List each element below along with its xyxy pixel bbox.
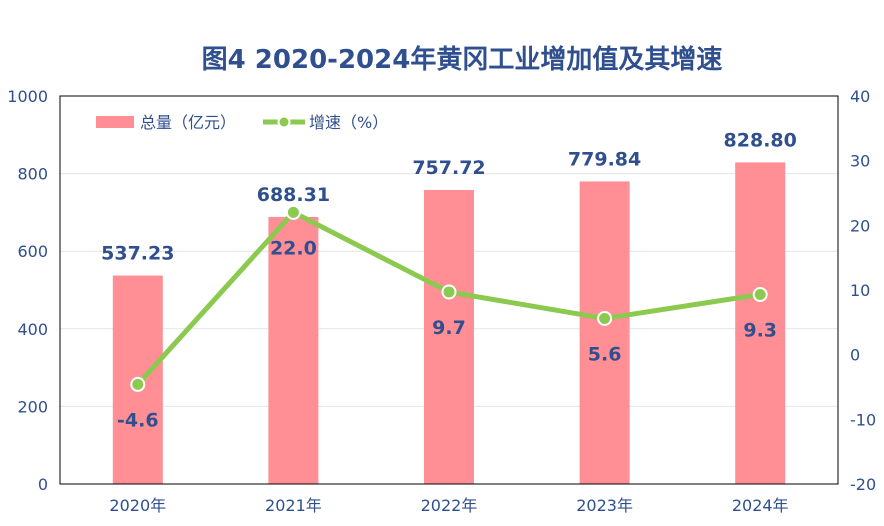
right-y-tick-label: 0 [850,346,860,365]
plot-frame [59,95,839,485]
bar [268,216,319,484]
line-series [130,204,768,392]
left-y-tick-label: 800 [17,165,48,184]
bar [735,162,786,484]
right-y-tick-label: 40 [850,87,870,106]
bar-value-label: 779.84 [568,148,641,170]
left-y-tick-label: 400 [17,320,48,339]
x-tick-label: 2023年 [576,496,633,515]
line-value-label: -4.6 [117,409,159,431]
right-y-axis: -20 -10 0 10 20 30 40 [850,87,876,494]
left-y-tick-label: 0 [38,475,48,494]
line-point [130,376,146,392]
right-y-tick-label: 20 [850,216,870,235]
legend-bar-swatch [96,116,134,128]
line-value-label: 9.3 [743,320,777,342]
line-point [752,287,768,303]
x-tick-label: 2021年 [265,496,322,515]
legend-line-marker [277,115,291,129]
bar-series [112,162,786,485]
bar [424,190,474,484]
legend: 总量（亿元） 增速（%） [96,113,388,132]
line-value-label: 22.0 [270,237,317,259]
line-point [597,310,613,326]
x-tick-label: 2024年 [732,496,789,515]
line-value-label: 9.7 [432,317,466,339]
bar-value-label: 688.31 [257,184,330,206]
x-tick-label: 2022年 [421,496,478,515]
line-point [285,204,301,220]
line-value-label: 5.6 [588,343,622,365]
chart-title: 图4 2020-2024年黄冈工业增加值及其增速 [202,44,723,75]
right-y-tick-label: -20 [850,475,876,494]
data-labels: 537.23 688.31 757.72 779.84 828.80 -4.6 22.0 9.… [101,129,797,431]
right-y-tick-label: 30 [850,152,870,171]
line-point [441,284,457,300]
bar-value-label: 757.72 [412,157,485,179]
bar-value-label: 537.23 [101,243,174,265]
left-y-axis: 0 200 400 600 800 1000 [7,87,48,494]
left-y-tick-label: 600 [17,242,48,261]
x-tick-label: 2020年 [109,496,166,515]
legend-bar-label: 总量（亿元） [140,113,236,132]
x-axis: 2020年 2021年 2022年 2023年 2024年 [109,496,788,515]
bar-value-label: 828.80 [724,129,797,151]
right-y-tick-label: -10 [850,410,876,429]
left-y-tick-label: 1000 [7,87,48,106]
left-y-tick-label: 200 [17,397,48,416]
bar [579,181,630,485]
right-y-tick-label: 10 [850,281,870,300]
legend-line-label: 增速（%） [309,113,388,132]
